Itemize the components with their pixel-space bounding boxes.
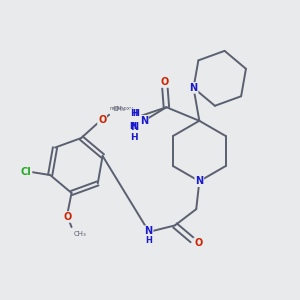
Text: H: H	[130, 109, 138, 118]
Text: CH₃: CH₃	[112, 106, 125, 112]
Text: H: H	[132, 109, 139, 118]
Text: N: N	[145, 226, 153, 236]
Text: N: N	[140, 116, 148, 126]
Text: N: N	[190, 83, 198, 93]
Text: CH₃: CH₃	[74, 231, 86, 237]
Text: O: O	[160, 77, 169, 87]
Text: O: O	[194, 238, 202, 248]
Text: H: H	[145, 236, 152, 245]
Text: Cl: Cl	[21, 167, 32, 177]
Text: O: O	[98, 115, 106, 125]
Text: O: O	[64, 212, 72, 222]
Text: N: N	[130, 122, 138, 132]
Text: H: H	[130, 133, 138, 142]
Text: N: N	[195, 176, 203, 186]
Text: methoxy: methoxy	[110, 106, 134, 111]
Text: H: H	[130, 122, 136, 131]
